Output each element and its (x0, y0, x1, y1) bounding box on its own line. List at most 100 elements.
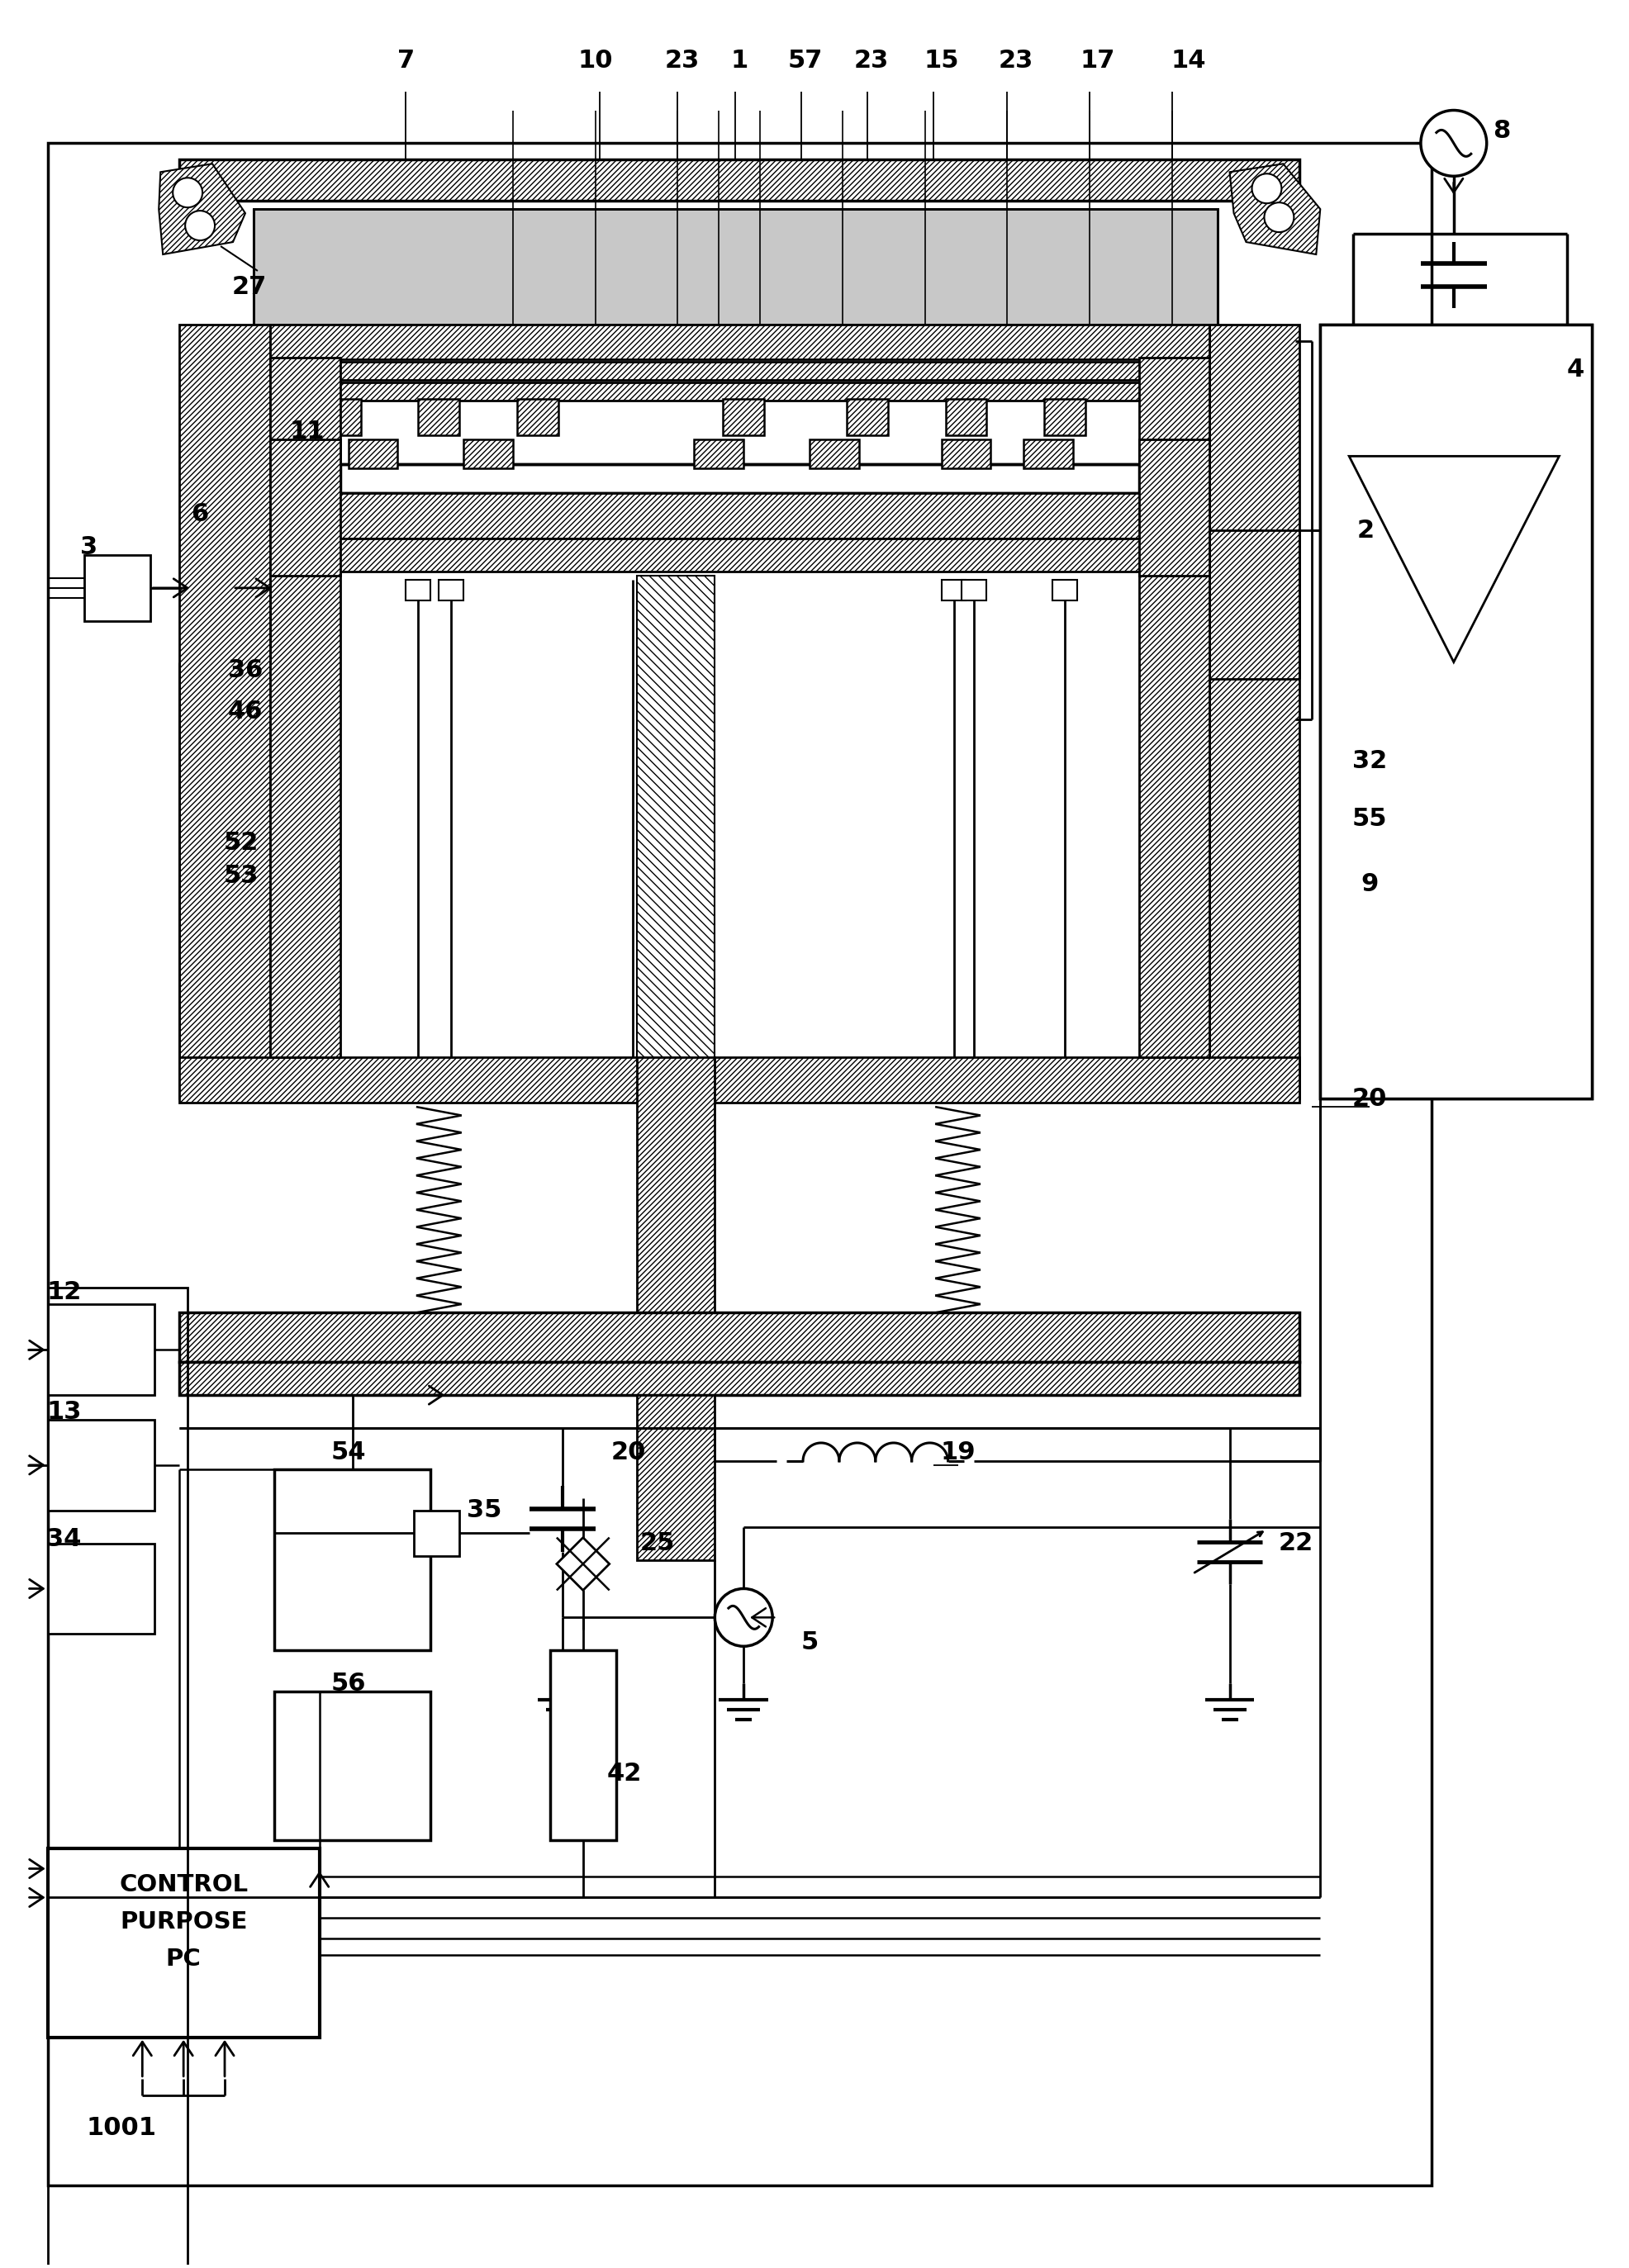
Bar (270, 381, 1209, 399)
Bar (179, 1057, 1300, 1102)
Text: 11: 11 (290, 420, 324, 445)
Text: 46: 46 (228, 699, 262, 723)
Text: 10: 10 (578, 50, 613, 73)
Bar (349, 440, 397, 469)
Text: 25: 25 (640, 1531, 674, 1556)
Bar (1023, 440, 1074, 469)
Bar (1139, 358, 1209, 1057)
Bar (47, 1848, 319, 2037)
Text: 56: 56 (331, 1672, 367, 1694)
Text: 23: 23 (999, 50, 1033, 73)
Circle shape (186, 211, 215, 240)
Text: 5: 5 (801, 1631, 818, 1653)
Bar (340, 465, 1139, 492)
Bar (270, 324, 1209, 358)
Bar (270, 440, 340, 576)
Circle shape (715, 1588, 772, 1647)
Text: 1: 1 (731, 50, 748, 73)
Bar (942, 581, 966, 601)
Text: 8: 8 (1492, 118, 1510, 143)
Bar (1319, 324, 1592, 1098)
Text: CONTROL: CONTROL (119, 1873, 248, 1896)
Circle shape (1253, 175, 1282, 204)
Bar (723, 399, 764, 435)
Bar (516, 399, 559, 435)
Text: 13: 13 (47, 1399, 81, 1424)
Bar (47, 143, 1432, 2186)
Bar (963, 581, 987, 601)
Text: 20: 20 (1352, 1086, 1388, 1111)
Text: 57: 57 (788, 50, 823, 73)
Bar (847, 399, 888, 435)
Bar (270, 361, 1209, 379)
Bar (47, 1420, 155, 1510)
Bar (1319, 324, 1592, 1098)
Text: 15: 15 (924, 50, 959, 73)
Text: 17: 17 (1080, 50, 1116, 73)
Text: 14: 14 (1171, 50, 1205, 73)
Text: 42: 42 (606, 1762, 642, 1785)
Bar (192, 522, 233, 556)
Text: PC: PC (166, 1948, 200, 1971)
Text: 22: 22 (1279, 1531, 1313, 1556)
Text: 23: 23 (665, 50, 699, 73)
Bar (419, 399, 459, 435)
Polygon shape (158, 163, 246, 254)
Bar (85, 556, 150, 621)
Bar (1209, 324, 1300, 1098)
Circle shape (173, 177, 202, 206)
Bar (945, 399, 987, 435)
Text: 23: 23 (854, 50, 889, 73)
Polygon shape (1230, 163, 1319, 254)
Text: 9: 9 (1360, 873, 1378, 896)
Bar (406, 581, 430, 601)
Bar (179, 1313, 1300, 1363)
Bar (551, 1651, 616, 1839)
Bar (414, 1510, 459, 1556)
Bar (1044, 399, 1085, 435)
Text: 7: 7 (397, 50, 415, 73)
Circle shape (1264, 202, 1293, 231)
Text: PURPOSE: PURPOSE (119, 1910, 248, 1935)
Bar (274, 1470, 430, 1651)
Text: 36: 36 (228, 658, 262, 683)
Bar (47, 1304, 155, 1395)
Bar (319, 399, 360, 435)
Text: 34: 34 (47, 1526, 81, 1551)
Polygon shape (557, 1538, 609, 1590)
Bar (298, 492, 1181, 538)
Bar (942, 440, 990, 469)
Text: 54: 54 (331, 1440, 367, 1465)
Bar (298, 538, 1181, 572)
Text: 35: 35 (466, 1499, 502, 1522)
Polygon shape (1349, 456, 1559, 662)
Text: 20: 20 (611, 1440, 645, 1465)
Text: 32: 32 (1352, 748, 1388, 773)
Bar (694, 440, 744, 469)
Bar (270, 358, 340, 1057)
Bar (637, 1057, 715, 1313)
Text: 27: 27 (231, 274, 267, 299)
Bar (254, 209, 1217, 324)
Bar (1052, 581, 1077, 601)
Text: 1001: 1001 (86, 2116, 156, 2141)
Text: 2: 2 (1357, 519, 1375, 542)
Bar (179, 159, 1300, 202)
Text: 53: 53 (223, 864, 259, 889)
Bar (438, 581, 464, 601)
Text: 19: 19 (940, 1440, 976, 1465)
Bar (192, 562, 233, 587)
Text: 12: 12 (47, 1279, 81, 1304)
Bar (464, 440, 513, 469)
Bar (254, 209, 1217, 324)
Text: 6: 6 (191, 501, 209, 526)
Bar (1139, 440, 1209, 576)
Text: 4: 4 (1567, 358, 1585, 381)
Bar (179, 324, 270, 1098)
Text: 3: 3 (80, 535, 98, 558)
Bar (47, 1542, 155, 1633)
Circle shape (1420, 111, 1487, 177)
Bar (637, 576, 715, 1061)
Bar (637, 1395, 715, 1560)
Bar (274, 1692, 430, 1839)
